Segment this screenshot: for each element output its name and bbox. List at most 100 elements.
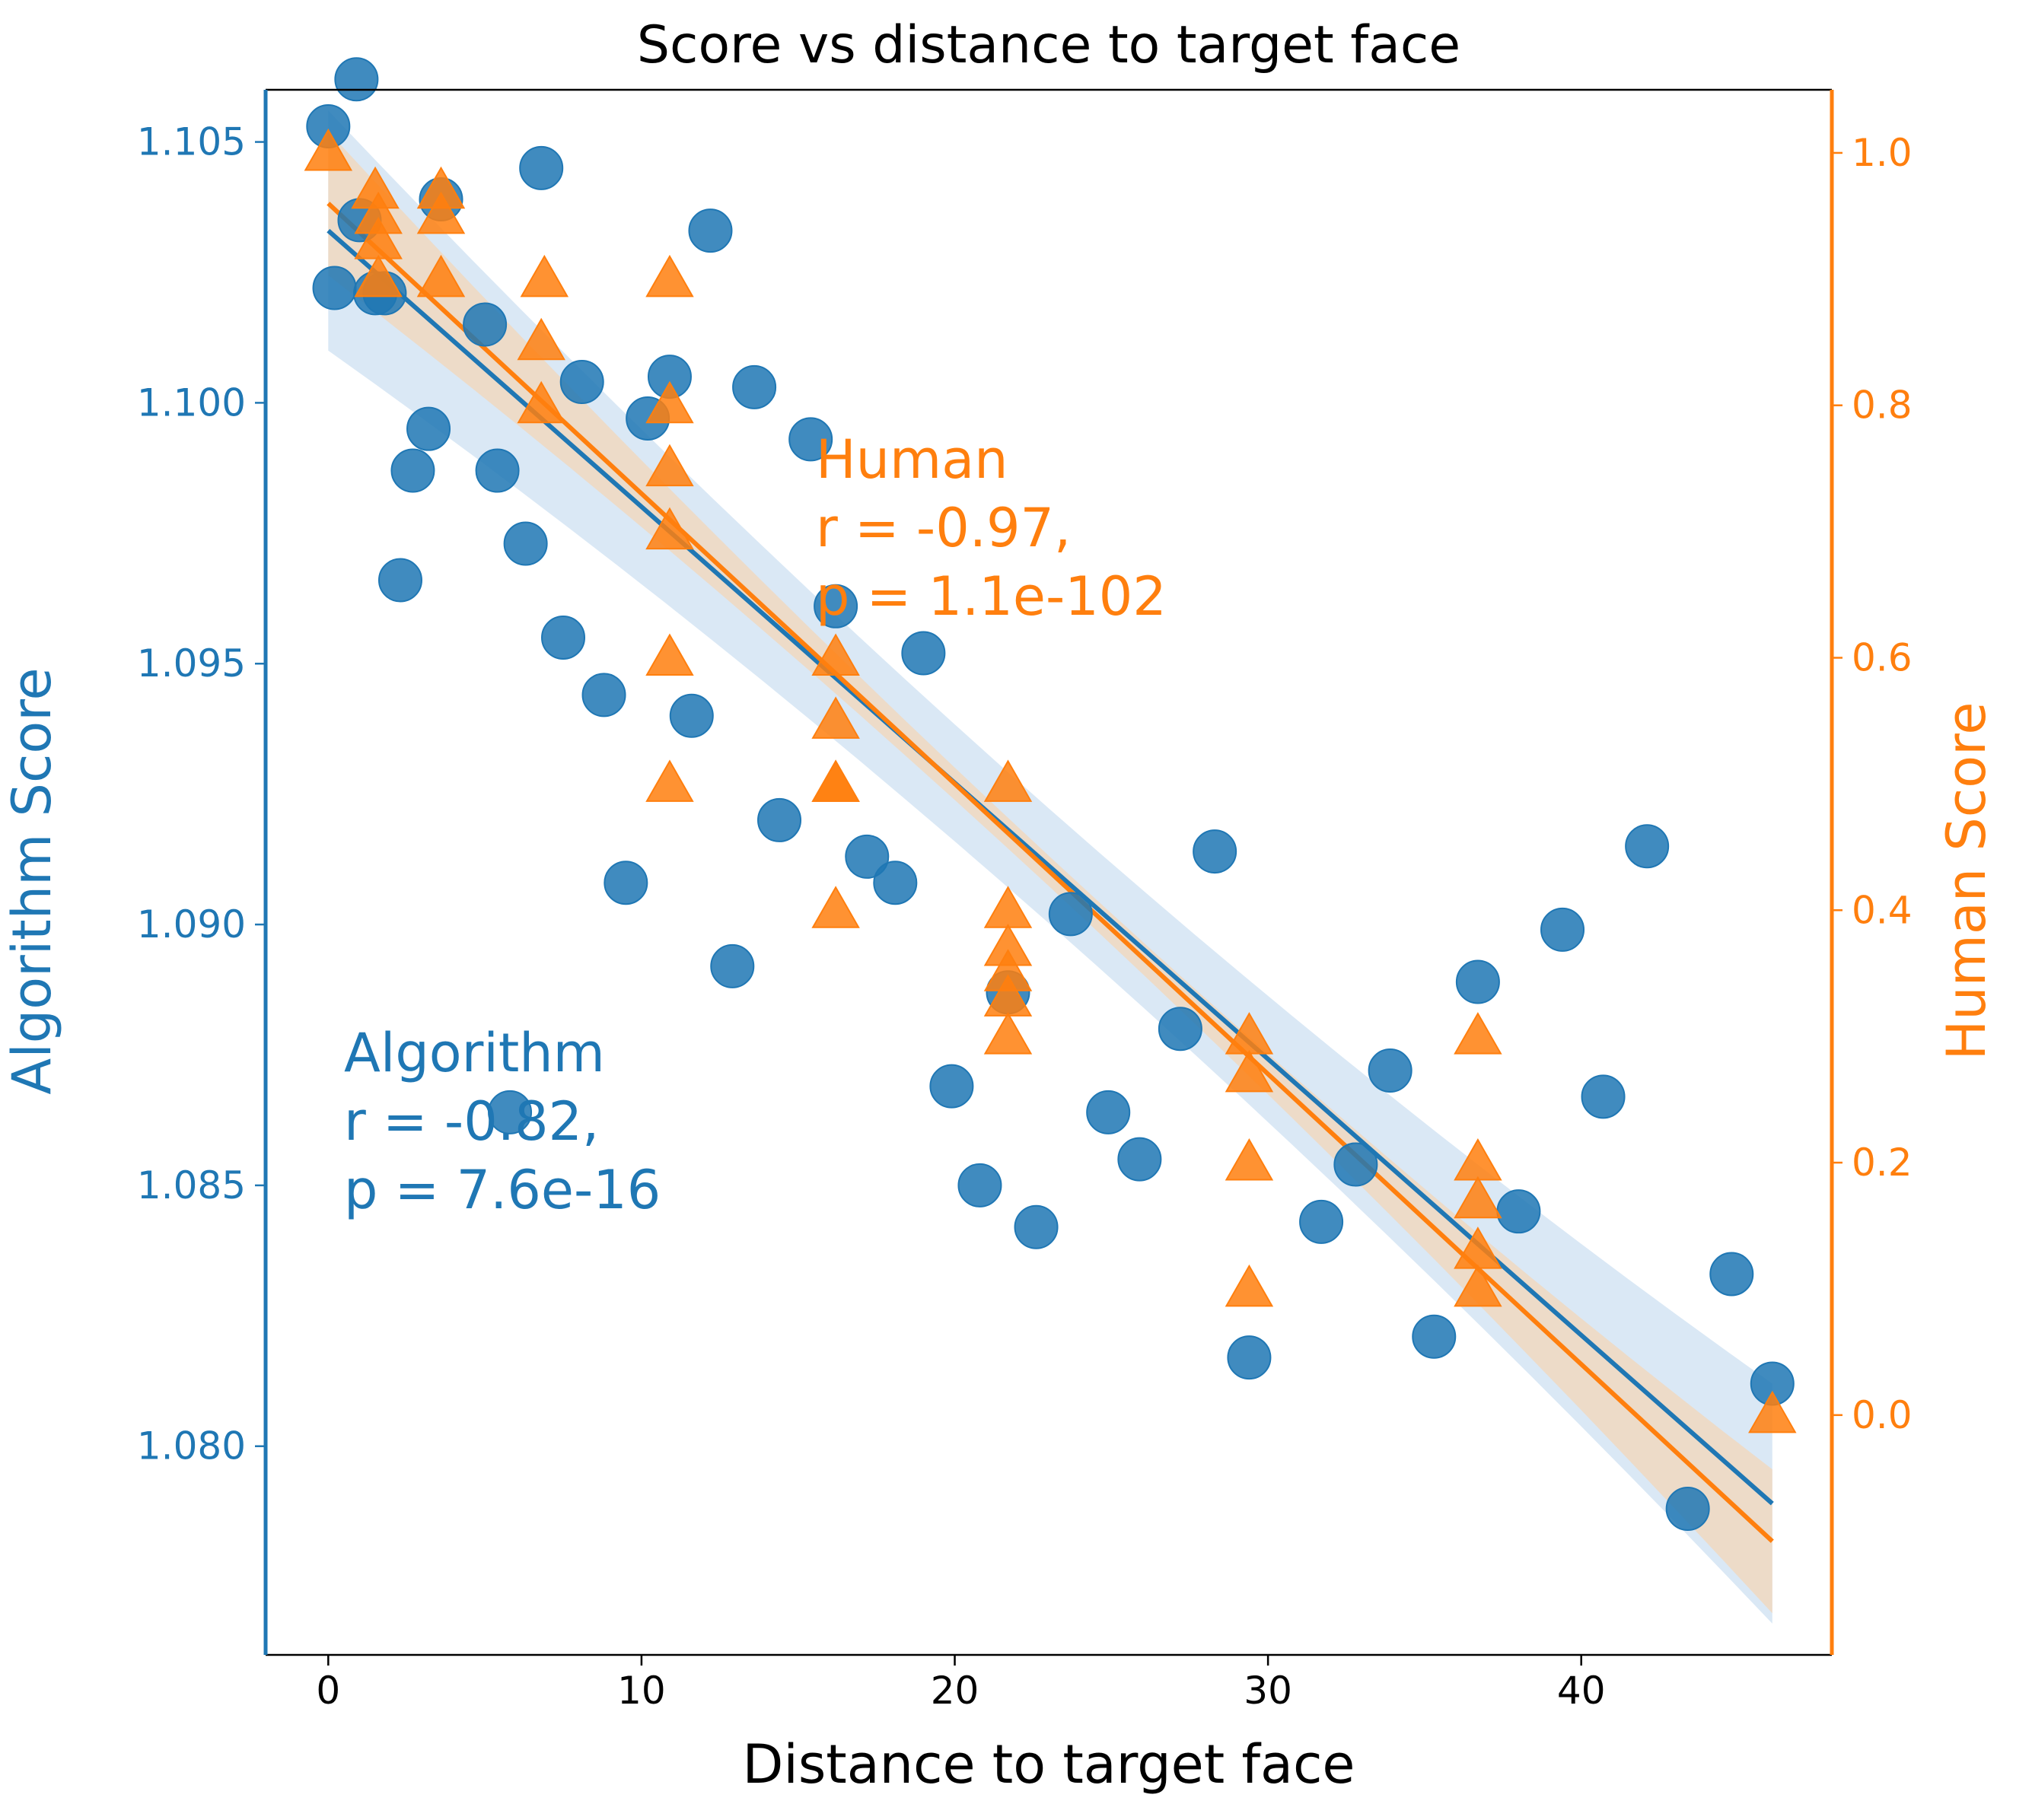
human-point [416,254,466,298]
y-tick-label-left: 1.085 [137,1163,246,1208]
algorithm-stats-line: Algorithm [344,1022,605,1084]
algorithm-point [957,1163,1002,1208]
algorithm-point [757,797,802,842]
algorithm-point [541,615,586,660]
algorithm-point [688,208,733,253]
y-tick-label-left: 1.095 [137,641,246,686]
human-stats-line: Human [816,428,1008,491]
data-points [304,57,1797,1532]
algorithm-point [406,406,451,451]
y-axis-label-left: Algorithm Score [1,667,63,1094]
algorithm-point [390,448,435,493]
y-tick-label-right: 1.0 [1852,131,1913,175]
x-tick-label: 20 [931,1669,979,1713]
human-point [1454,1264,1502,1307]
human-point [1454,1012,1502,1055]
algorithm-point [873,861,918,905]
algorithm-point [845,834,890,879]
y-tick-label-right: 0.8 [1852,383,1913,428]
algorithm-point [1299,1199,1344,1244]
algorithm-point [1540,907,1585,952]
algorithm-point [559,359,604,404]
y-tick-label-right: 0.6 [1852,635,1913,679]
algorithm-point [312,266,357,310]
human-stats-line: r = -0.97, [816,497,1071,559]
algorithm-point [463,302,508,347]
algorithm-point [1581,1074,1626,1119]
algorithm-point [581,673,626,718]
human-point [645,507,694,550]
algorithm-point [1086,1090,1131,1134]
algorithm-point [1455,959,1500,1004]
y-tick-label-left: 1.100 [137,380,246,425]
algorithm-point [1665,1487,1710,1532]
human-point [354,254,403,298]
algorithm-point [1158,1007,1202,1052]
human-stats-line: p = 1.1e-102 [816,565,1167,628]
algorithm-point [901,631,946,676]
x-tick-label: 10 [617,1669,666,1713]
algorithm-point [1048,892,1093,937]
algorithm-point [1368,1048,1413,1093]
algorithm-point [519,145,564,190]
algorithm-point [1625,824,1670,869]
algorithm-stats-line: r = -0.82, [344,1090,599,1153]
human-point [811,696,860,739]
human-point [1225,1138,1274,1181]
human-point [1748,1390,1797,1433]
labels: Score vs distance to target face Distanc… [1,15,1998,1796]
y-tick-label-right: 0.2 [1852,1141,1913,1185]
algorithm-point [488,1090,533,1134]
human-point [645,759,694,802]
human-point [416,191,466,234]
y-tick-label-right: 0.4 [1852,888,1913,932]
algorithm-regression-line [326,228,1774,1506]
algorithm-point [732,364,777,409]
y-tick-label-left: 1.090 [137,902,246,947]
human-point [1225,1264,1274,1307]
x-axis-label: Distance to target face [742,1733,1355,1796]
x-tick-label: 40 [1557,1669,1606,1713]
algorithm-point [1709,1252,1754,1297]
human-point [520,254,569,298]
y-tick-label-left: 1.105 [137,120,246,164]
human-point [645,633,694,676]
algorithm-point [1496,1189,1541,1234]
human-point [1454,1176,1502,1219]
algorithm-point [814,584,858,628]
algorithm-point [669,693,714,738]
algorithm-point [1412,1314,1457,1359]
y-axis-label-right: Human Score [1935,702,1998,1061]
x-tick-label: 30 [1244,1669,1292,1713]
human-point [811,633,860,676]
human-point [645,444,694,487]
human-point [811,759,860,802]
human-point [1225,1049,1274,1093]
algorithm-point [1227,1335,1272,1380]
axes [255,88,1842,1666]
x-tick-label: 0 [316,1669,340,1713]
human-point [983,759,1033,802]
algorithm-point [929,1064,974,1109]
chart-title: Score vs distance to target face [637,15,1460,75]
human-point [811,886,860,928]
algorithm-point [604,861,648,905]
y-tick-label-right: 0.0 [1852,1393,1913,1437]
algorithm-point [503,521,548,566]
human-point [517,380,565,424]
algorithm-point [475,448,520,493]
regression-lines [326,202,1774,1543]
human-regression-line [326,202,1774,1543]
algorithm-point [1333,1142,1378,1187]
human-point [983,1012,1033,1055]
algorithm-point [377,558,422,603]
algorithm-point [1014,1204,1059,1249]
algorithm-point [710,943,755,988]
algorithm-point [334,57,379,102]
algorithm-point [788,417,833,462]
human-point [304,128,353,171]
y-tick-label-left: 1.080 [137,1424,246,1468]
human-point [645,380,694,424]
